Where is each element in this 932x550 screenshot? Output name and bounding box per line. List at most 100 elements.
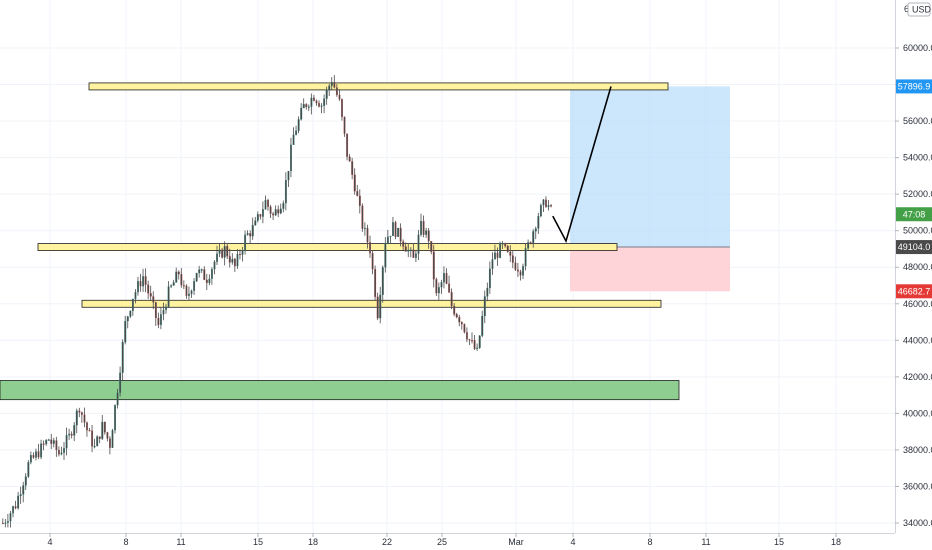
candle-body [17, 495, 20, 509]
candle-body [279, 208, 282, 214]
projection-line[interactable] [552, 86, 612, 244]
candle-body [35, 451, 37, 458]
projection-path[interactable] [552, 86, 612, 244]
x-tick-label: 11 [701, 537, 710, 547]
candle-body [226, 245, 229, 257]
candle-body [6, 520, 9, 523]
y-tick-label: 46000.0 [903, 299, 932, 309]
resistance-support-level[interactable] [37, 243, 618, 251]
candle-body [124, 320, 127, 343]
candle-body [514, 262, 517, 270]
candle-body [539, 205, 542, 217]
candle-body [422, 220, 425, 235]
profit-zone[interactable] [570, 86, 730, 248]
candle-body [19, 494, 22, 497]
candle-body [504, 243, 507, 247]
candle-body [103, 421, 106, 433]
resistance-support-level[interactable] [88, 82, 669, 91]
candle-body [126, 316, 129, 322]
candle-body [228, 256, 231, 263]
y-tick-label: 56000.0 [903, 116, 932, 126]
candle-body [267, 199, 270, 207]
candle-body [506, 245, 509, 252]
candle-body [348, 156, 351, 162]
x-tick-label: Mar [508, 537, 524, 547]
y-tick-label: 44000.0 [903, 335, 932, 345]
candle-body [198, 269, 201, 274]
y-tick-label: 54000.0 [903, 153, 932, 163]
price-tag-label: 47:08 [903, 209, 926, 219]
candle-body [175, 271, 178, 283]
candle-body [256, 214, 259, 221]
candle-body [154, 302, 157, 319]
candle-body [335, 87, 338, 96]
candle-body [114, 405, 116, 431]
candle-body [402, 241, 405, 247]
horizontal-zones[interactable] [0, 82, 680, 401]
candle-body [343, 116, 346, 134]
candle-body [545, 199, 547, 208]
candle-body [83, 414, 86, 423]
y-tick-label: 48000.0 [903, 262, 932, 272]
candle-body [116, 392, 119, 406]
resistance-support-level[interactable] [81, 299, 662, 308]
candle-body [328, 85, 331, 90]
candle-body [52, 440, 55, 444]
candle-body [437, 287, 440, 294]
candle-body [121, 342, 124, 373]
candle-body [320, 105, 323, 107]
candle-body [264, 199, 267, 210]
support-zone[interactable] [0, 380, 680, 401]
candle-body [274, 209, 277, 216]
candle-body [9, 513, 12, 522]
candle-body [32, 455, 35, 458]
candle-body [458, 317, 461, 323]
candle-body [284, 179, 287, 204]
candle-body [251, 225, 254, 237]
currency-badge[interactable] [907, 2, 931, 17]
candle-body [453, 305, 456, 315]
candle-body [88, 430, 91, 432]
long-position-tool[interactable] [570, 86, 730, 292]
candle-body [195, 272, 198, 282]
candle-body [330, 82, 333, 87]
candle-body [305, 104, 308, 108]
x-tick-label: 8 [647, 537, 652, 547]
candle-body [167, 286, 170, 307]
candle-body [483, 296, 486, 317]
candle-body [392, 222, 394, 237]
candle-body [269, 206, 272, 214]
candle-body [134, 292, 137, 300]
candle-body [172, 282, 175, 286]
candle-body [233, 258, 236, 267]
candle-body [409, 249, 412, 251]
candle-body [47, 439, 50, 441]
candle-body [177, 271, 180, 275]
y-tick-label: 52000.0 [903, 189, 932, 199]
loss-zone[interactable] [570, 247, 730, 292]
candle-body [511, 255, 514, 263]
candle-body [460, 322, 463, 325]
candle-body [532, 231, 535, 243]
candle-body [381, 267, 384, 295]
candle-body [78, 410, 81, 413]
candle-body [466, 332, 468, 340]
candle-body [369, 242, 372, 254]
candle-body [277, 209, 280, 214]
candle-body [91, 430, 94, 447]
candle-body [208, 278, 211, 284]
x-tick-label: 4 [47, 537, 52, 547]
candle-body [180, 274, 183, 286]
candle-body [236, 253, 239, 267]
candle-body [106, 432, 109, 439]
candle-body [341, 99, 343, 118]
candle-body [351, 161, 354, 175]
candle-body [50, 439, 53, 444]
candle-body [420, 220, 423, 235]
candle-body [295, 130, 298, 135]
candle-body [486, 287, 489, 297]
candle-body [364, 227, 366, 230]
candle-body [73, 425, 76, 436]
